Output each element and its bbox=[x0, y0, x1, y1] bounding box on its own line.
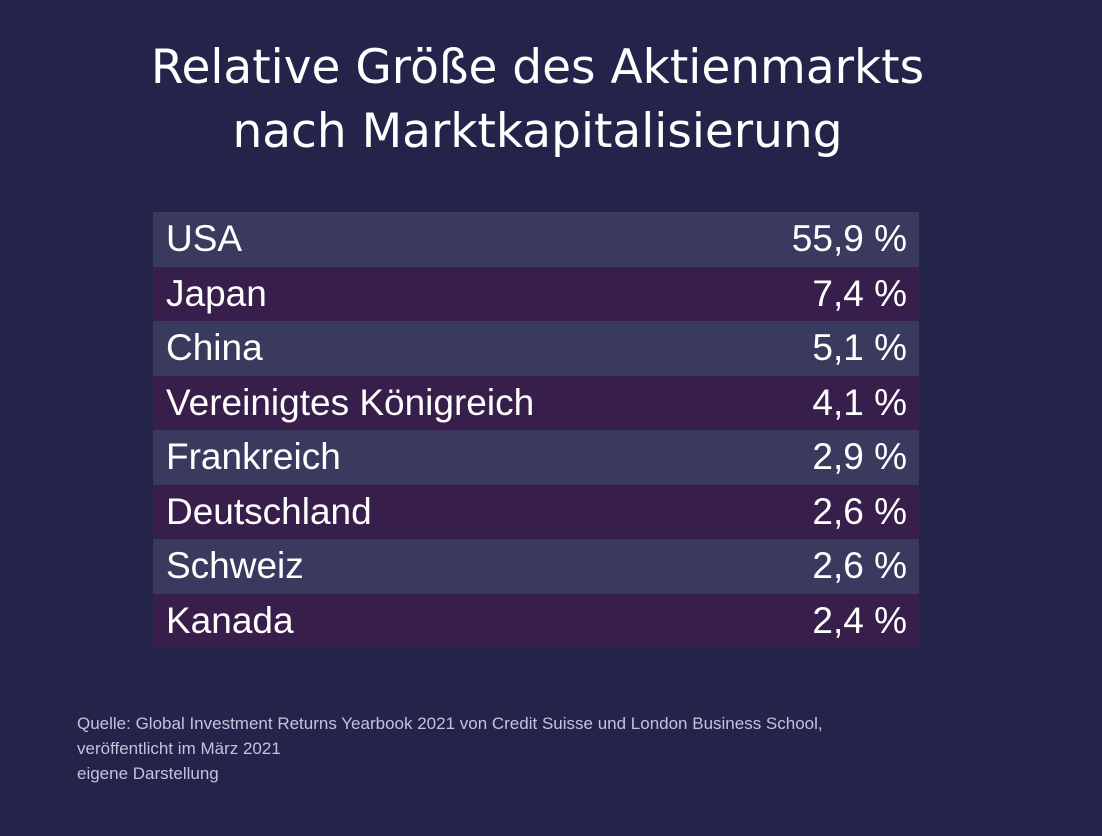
table-row: Kanada 2,4 % bbox=[153, 593, 919, 648]
country-label: Frankreich bbox=[166, 436, 341, 478]
country-label: Vereinigtes Königreich bbox=[166, 381, 535, 423]
table-row: USA 55,9 % bbox=[153, 212, 919, 267]
source-line: eigene Darstellung bbox=[77, 764, 219, 783]
table-row: China 5,1 % bbox=[153, 321, 919, 376]
table-row: Vereinigtes Königreich 4,1 % bbox=[153, 375, 919, 430]
market-share-value: 2,6 % bbox=[812, 490, 907, 532]
country-label: Kanada bbox=[166, 599, 294, 641]
market-share-value: 2,4 % bbox=[812, 599, 907, 641]
country-label: China bbox=[166, 327, 263, 369]
source-note: Quelle: Global Investment Returns Yearbo… bbox=[77, 711, 1067, 786]
country-label: USA bbox=[166, 218, 243, 260]
market-share-value: 55,9 % bbox=[791, 218, 907, 260]
market-share-value: 2,6 % bbox=[812, 545, 907, 587]
market-cap-table: USA 55,9 % Japan 7,4 % China 5,1 % Vereinigtes… bbox=[153, 212, 919, 648]
market-share-value: 5,1 % bbox=[812, 327, 907, 369]
table-row: Schweiz 2,6 % bbox=[153, 539, 919, 594]
country-label: Japan bbox=[166, 272, 267, 314]
table-row: Deutschland 2,6 % bbox=[153, 484, 919, 539]
chart-title-line: Relative Größe des Aktienmarkts bbox=[150, 40, 925, 95]
market-share-value: 4,1 % bbox=[812, 381, 907, 423]
country-label: Deutschland bbox=[166, 490, 372, 532]
chart-title-line: nach Marktkapitalisierung bbox=[232, 104, 843, 159]
chart-title: Relative Größe des Aktienmarkts nach Mar… bbox=[0, 36, 1075, 164]
market-share-value: 2,9 % bbox=[812, 436, 907, 478]
country-label: Schweiz bbox=[166, 545, 304, 587]
source-line: Quelle: Global Investment Returns Yearbo… bbox=[77, 714, 823, 733]
source-line: veröffentlicht im März 2021 bbox=[77, 739, 281, 758]
market-share-value: 7,4 % bbox=[812, 272, 907, 314]
table-row: Japan 7,4 % bbox=[153, 266, 919, 321]
table-row: Frankreich 2,9 % bbox=[153, 430, 919, 485]
